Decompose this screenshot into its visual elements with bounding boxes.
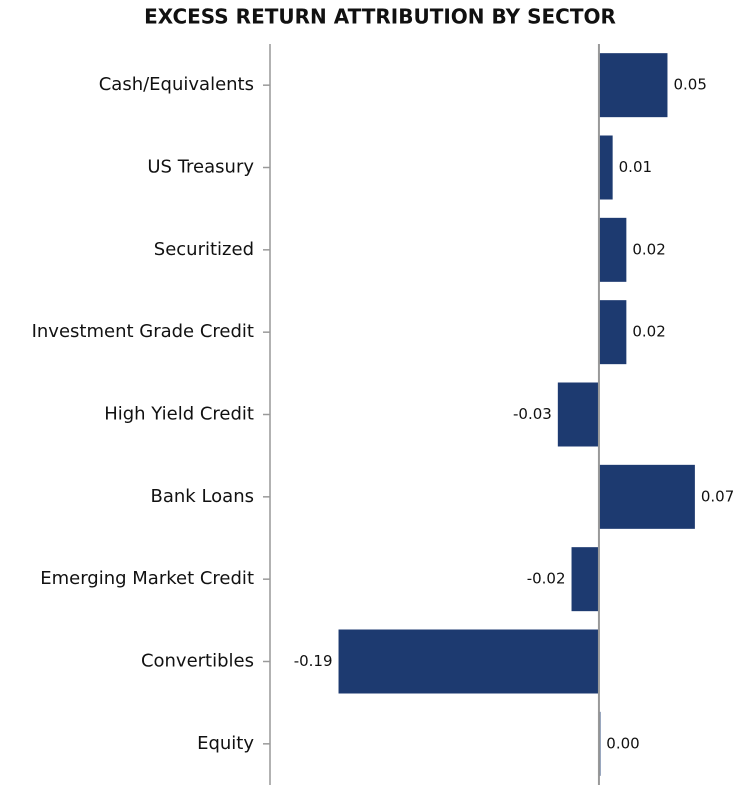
value-label: -0.02 — [527, 570, 566, 588]
chart-title: EXCESS RETURN ATTRIBUTION BY SECTOR — [144, 5, 616, 29]
y-tick-label: Equity — [197, 733, 254, 754]
value-label: 0.07 — [701, 487, 734, 505]
bar — [338, 629, 599, 694]
value-label: 0.02 — [632, 323, 665, 341]
bar — [598, 135, 613, 200]
bar — [598, 464, 695, 529]
value-label: -0.19 — [294, 652, 333, 670]
y-tick-label: Cash/Equivalents — [99, 74, 254, 95]
y-tick-label: US Treasury — [147, 157, 254, 178]
y-tick-label: Securitized — [154, 239, 254, 260]
value-label: 0.01 — [619, 158, 652, 176]
y-tick-label: Convertibles — [141, 651, 254, 672]
bar — [571, 547, 599, 612]
value-label: 0.05 — [673, 76, 706, 94]
y-tick-label: Investment Grade Credit — [32, 321, 254, 342]
y-tick-label: Bank Loans — [151, 486, 254, 507]
y-tick-label: High Yield Credit — [104, 404, 254, 425]
bar — [557, 382, 599, 447]
bar — [598, 300, 627, 365]
bar — [598, 53, 668, 118]
bar — [598, 217, 627, 282]
value-label: 0.00 — [606, 734, 639, 752]
y-tick-label: Emerging Market Credit — [40, 568, 254, 589]
value-label: 0.02 — [632, 240, 665, 258]
value-label: -0.03 — [513, 405, 552, 423]
